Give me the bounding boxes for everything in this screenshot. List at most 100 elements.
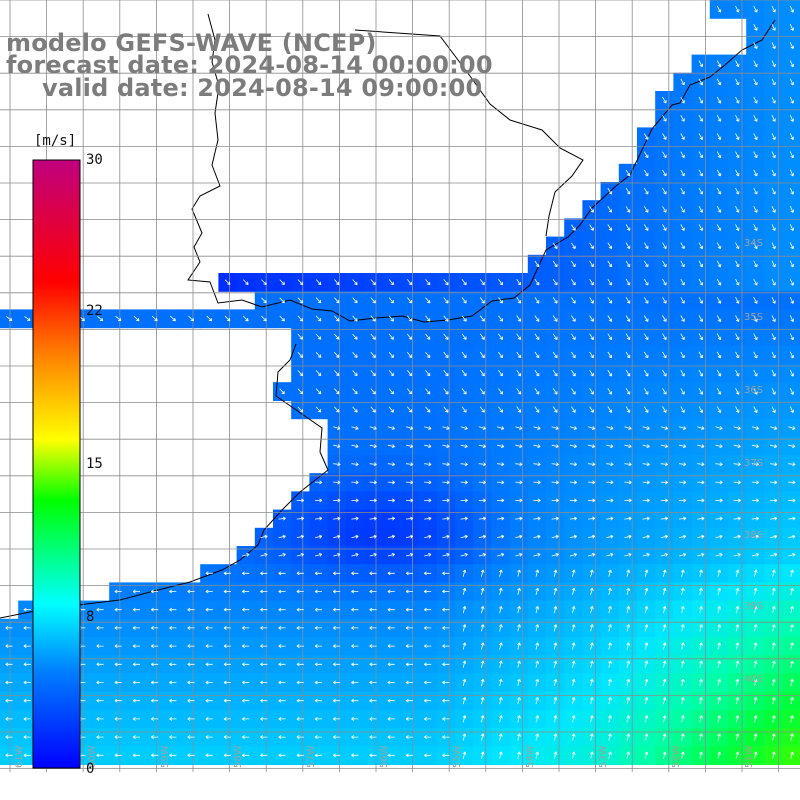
wind-vector-arrow: [442, 552, 450, 557]
wind-vector-arrow: [678, 480, 687, 485]
wind-vector-arrow: [643, 297, 649, 304]
wind-vector-arrow: [698, 169, 703, 177]
wind-vector-arrow: [789, 333, 794, 341]
wind-vector-arrow: [278, 680, 286, 685]
longitude-label: 61W: [14, 745, 25, 768]
wind-vector-arrow: [5, 716, 13, 721]
wind-vector-arrow: [680, 206, 685, 213]
wind-vector-arrow: [424, 552, 432, 557]
wind-vector-arrow: [642, 480, 650, 485]
wind-vector-arrow: [733, 516, 741, 521]
wind-vector-arrow: [662, 260, 667, 268]
wind-vector-arrow: [769, 516, 778, 521]
wind-vector-arrow: [569, 516, 578, 521]
wind-vector-arrow: [771, 733, 776, 741]
wind-vector-arrow: [789, 351, 794, 359]
wind-vector-arrow: [735, 224, 740, 231]
wind-vector-arrow: [735, 697, 740, 705]
wind-vector-arrow: [498, 715, 503, 723]
wind-vector-arrow: [351, 444, 359, 449]
wind-vector-arrow: [205, 680, 213, 685]
wind-vector-arrow: [589, 715, 594, 723]
wind-vector-arrow: [332, 644, 341, 649]
wind-vector-arrow: [771, 642, 776, 650]
wind-vector-arrow: [643, 333, 649, 341]
wind-vector-arrow: [517, 733, 521, 741]
wind-vector-arrow: [314, 571, 322, 576]
wind-vector-arrow: [479, 279, 485, 286]
wind-vector-arrow: [334, 352, 340, 358]
wind-vector-arrow: [314, 662, 322, 667]
wind-vector-arrow: [479, 315, 485, 322]
lat-lon-grid: [0, 0, 800, 772]
wind-vector-arrow: [644, 624, 649, 632]
wind-vector-arrow: [370, 279, 376, 286]
wind-vector-arrow: [369, 462, 377, 467]
wind-vector-arrow: [771, 151, 776, 159]
wind-vector-arrow: [624, 480, 632, 485]
wind-vector-arrow: [387, 571, 395, 576]
wind-vector-arrow: [552, 260, 558, 268]
wind-vector-arrow: [624, 552, 632, 557]
wind-vector-arrow: [97, 315, 104, 322]
wind-vector-arrow: [23, 644, 31, 649]
wind-vector-arrow: [680, 297, 685, 304]
longitude-label: 55W: [452, 745, 463, 768]
wind-vector-arrow: [405, 462, 414, 467]
wind-vector-arrow: [789, 242, 794, 250]
wind-vector-arrow: [406, 370, 413, 377]
wind-vector-arrow: [497, 534, 505, 539]
wind-vector-arrow: [132, 680, 140, 685]
wind-vector-arrow: [571, 297, 576, 304]
wind-vector-arrow: [260, 552, 268, 557]
wind-vector-arrow: [589, 242, 594, 249]
wind-vector-arrow: [462, 733, 467, 741]
wind-vector-arrow: [114, 662, 122, 667]
wind-vector-arrow: [697, 480, 705, 485]
wind-vector-arrow: [733, 462, 741, 467]
wind-vector-arrow: [24, 316, 31, 321]
wind-vector-arrow: [297, 406, 304, 413]
wind-vector-arrow: [187, 662, 195, 667]
wind-vector-arrow: [625, 351, 631, 359]
wind-speed-cell: [782, 36, 800, 56]
wind-vector-arrow: [589, 260, 594, 268]
wind-vector-arrow: [571, 278, 576, 286]
wind-vector-arrow: [296, 498, 305, 503]
wind-vector-arrow: [405, 625, 413, 630]
wind-vector-arrow: [315, 406, 322, 413]
latitude-label: 36S: [744, 385, 763, 396]
wind-vector-arrow: [771, 333, 776, 341]
wind-vector-arrow: [480, 733, 485, 741]
wind-vector-arrow: [132, 716, 140, 721]
wind-vector-arrow: [680, 697, 685, 705]
wind-vector-arrow: [733, 552, 741, 557]
wind-vector-arrow: [224, 279, 231, 285]
wind-vector-arrow: [535, 733, 540, 741]
wind-vector-arrow: [5, 698, 13, 703]
wind-vector-arrow: [296, 753, 304, 758]
wind-vector-arrow: [534, 278, 540, 286]
wind-vector-arrow: [497, 444, 505, 449]
wind-vector-arrow: [625, 242, 631, 250]
wind-vector-arrow: [699, 660, 703, 668]
wind-vector-arrow: [625, 224, 631, 231]
wind-vector-arrow: [589, 624, 594, 632]
wind-vector-arrow: [351, 716, 359, 721]
wind-vector-arrow: [789, 278, 794, 286]
wind-vector-arrow: [643, 151, 649, 159]
wind-speed-cell: [782, 418, 800, 438]
wind-speed-cell: [782, 254, 800, 274]
wind-vector-arrow: [535, 569, 540, 577]
wind-vector-arrow: [680, 606, 685, 614]
wind-vector-arrow: [387, 552, 395, 557]
wind-vector-arrow: [589, 569, 594, 577]
wind-vector-arrow: [369, 680, 377, 685]
wind-vector-arrow: [405, 644, 413, 649]
wind-vector-arrow: [715, 552, 723, 557]
wind-vector-arrow: [571, 733, 576, 741]
wind-vector-arrow: [698, 242, 703, 250]
wind-vector-arrow: [387, 698, 395, 703]
wind-vector-arrow: [680, 315, 685, 322]
